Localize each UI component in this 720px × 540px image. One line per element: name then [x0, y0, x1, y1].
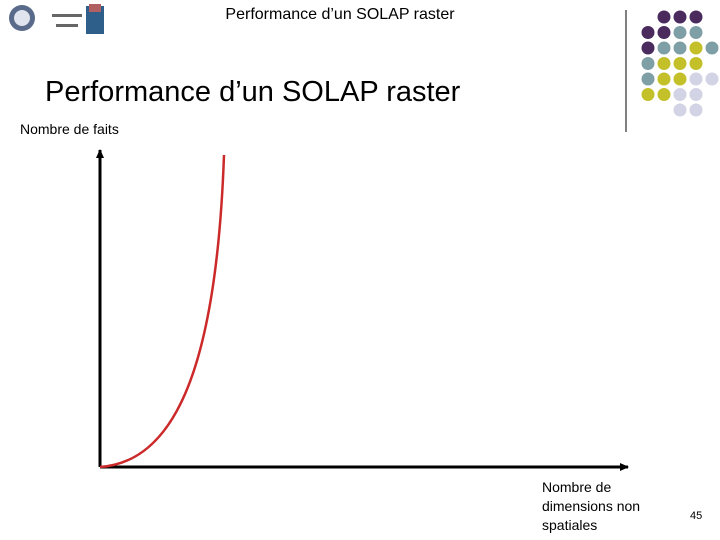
dot: [641, 88, 655, 101]
dot: [689, 10, 703, 24]
x-axis-label: Nombre de dimensions non spatiales: [542, 479, 641, 533]
slide-title: Performance d’un SOLAP raster: [45, 76, 461, 108]
dot: [657, 72, 671, 86]
dot: [689, 41, 703, 55]
header-title: Performance d’un SOLAP raster: [225, 6, 455, 23]
dot: [673, 103, 687, 117]
dot: [641, 26, 655, 39]
dot: [657, 10, 671, 24]
dot: [689, 103, 703, 117]
dot: [641, 41, 655, 55]
dot: [673, 10, 687, 24]
y-axis-label: Nombre de faits: [20, 121, 119, 137]
dot: [705, 41, 719, 55]
dot: [673, 41, 687, 55]
dot: [689, 57, 703, 70]
dot: [657, 26, 671, 39]
dot: [657, 88, 671, 101]
growth-curve: [99, 154, 226, 469]
dot: [689, 88, 703, 101]
dot: [657, 41, 671, 55]
logos: [9, 4, 104, 34]
dot: [673, 26, 687, 39]
dot: [641, 72, 655, 86]
dot: [673, 72, 687, 86]
dot: [705, 72, 719, 86]
dot: [673, 57, 687, 70]
dot: [673, 88, 687, 101]
dot: [641, 57, 655, 70]
dot: [657, 57, 671, 70]
page-number: 45: [690, 510, 703, 522]
dot: [689, 26, 703, 39]
dot: [689, 72, 703, 86]
dot-pattern: [641, 10, 719, 117]
